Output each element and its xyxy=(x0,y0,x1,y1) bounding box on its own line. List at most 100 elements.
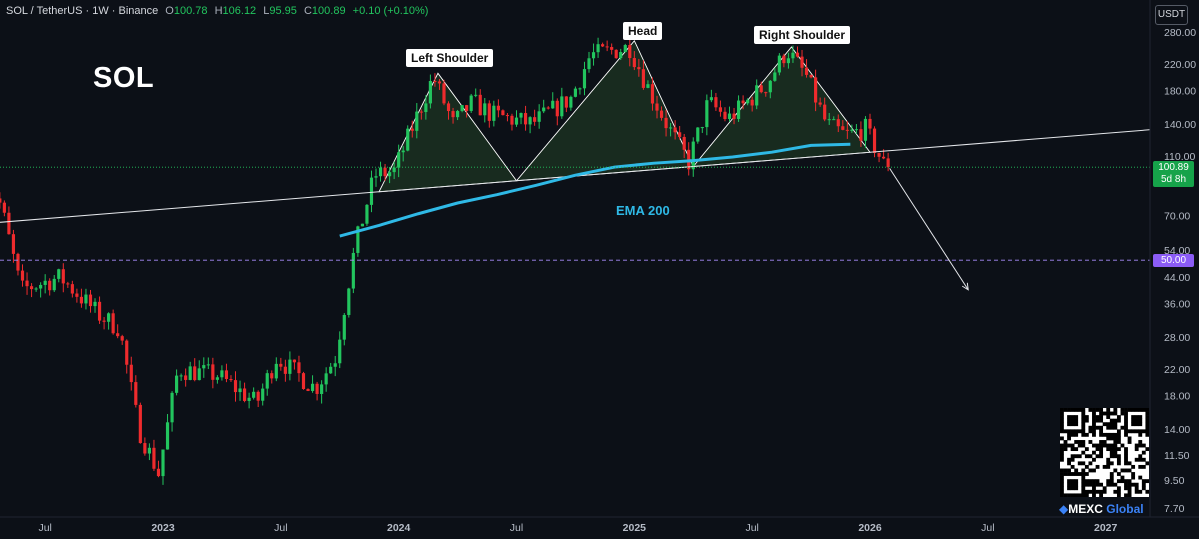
currency-unit-button[interactable]: USDT xyxy=(1155,5,1188,25)
qr-module xyxy=(1070,482,1075,487)
qr-module xyxy=(1074,493,1079,498)
qr-module xyxy=(1060,415,1064,419)
qr-module xyxy=(1131,418,1136,423)
qr-module xyxy=(1131,475,1136,480)
candle-body xyxy=(20,270,25,281)
qr-module xyxy=(1092,415,1096,419)
qr-module xyxy=(1081,482,1086,487)
candle-body xyxy=(211,364,215,380)
head-label: Head xyxy=(623,22,663,40)
qr-module xyxy=(1081,461,1086,466)
y-tick-label: 54.00 xyxy=(1164,245,1190,257)
qr-module xyxy=(1074,482,1079,487)
qr-module xyxy=(1099,454,1104,459)
candle-body xyxy=(88,294,93,307)
qr-module xyxy=(1092,411,1096,416)
qr-module xyxy=(1060,418,1064,423)
qr-module xyxy=(1124,408,1128,412)
qr-module xyxy=(1074,479,1079,484)
candle-body xyxy=(292,359,297,363)
qr-module xyxy=(1120,479,1125,484)
qr-module xyxy=(1092,429,1096,434)
qr-module xyxy=(1070,432,1075,437)
qr-module xyxy=(1081,489,1086,494)
qr-module xyxy=(1109,418,1114,423)
y-tick-label: 14.00 xyxy=(1164,424,1190,436)
candle-body xyxy=(755,85,759,106)
qr-module xyxy=(1095,464,1100,469)
candle-body xyxy=(655,103,659,111)
candle-body xyxy=(465,105,469,111)
qr-module xyxy=(1067,418,1071,423)
qr-module xyxy=(1081,418,1086,423)
qr-module xyxy=(1106,415,1111,419)
candle-body xyxy=(320,384,324,394)
qr-module xyxy=(1067,429,1071,434)
qr-module xyxy=(1060,447,1064,452)
candle-body xyxy=(560,96,564,117)
qr-module xyxy=(1084,454,1089,459)
candle-body xyxy=(510,115,514,125)
qr-module xyxy=(1120,425,1125,430)
candle-body xyxy=(202,365,206,369)
qr-module xyxy=(1134,457,1139,462)
qr-module xyxy=(1088,479,1093,484)
x-tick-label: Jul xyxy=(981,522,994,534)
y-tick-label: 22.00 xyxy=(1164,364,1190,376)
qr-module xyxy=(1145,429,1150,434)
candle-body xyxy=(161,449,165,477)
candle-body xyxy=(705,100,709,128)
candle-body xyxy=(97,301,102,321)
qr-module xyxy=(1124,468,1128,473)
qr-module xyxy=(1102,486,1107,491)
candle-body xyxy=(673,127,677,133)
candle-body xyxy=(297,362,301,374)
candle-body xyxy=(333,363,337,367)
qr-module xyxy=(1070,447,1075,452)
open-label: O xyxy=(165,5,174,17)
qr-module xyxy=(1074,440,1079,444)
qr-module xyxy=(1106,479,1111,484)
qr-module xyxy=(1063,408,1068,412)
change-value: +0.10 (+0.10%) xyxy=(352,5,429,17)
symbol-name[interactable]: SOL / TetherUS · 1W · Binance xyxy=(6,5,159,17)
qr-module xyxy=(1060,454,1064,459)
qr-module xyxy=(1070,443,1075,448)
qr-module xyxy=(1092,468,1096,473)
candle-body xyxy=(233,380,238,393)
candle-body xyxy=(242,388,247,402)
candle-body xyxy=(872,128,877,153)
candle-body xyxy=(147,447,151,454)
qr-module xyxy=(1088,454,1093,459)
candle-body xyxy=(57,269,61,279)
candle-body xyxy=(306,389,310,391)
qr-module xyxy=(1113,436,1118,441)
candle-body xyxy=(102,320,106,322)
qr-module xyxy=(1099,443,1104,448)
qr-module xyxy=(1141,479,1146,484)
candle-body xyxy=(678,132,682,137)
qr-module xyxy=(1127,429,1132,434)
qr-module xyxy=(1070,457,1075,462)
qr-module xyxy=(1095,489,1100,494)
candle-body xyxy=(605,46,609,48)
candle-body xyxy=(179,375,183,377)
candle-body xyxy=(637,67,641,70)
qr-module xyxy=(1063,443,1068,448)
qr-module xyxy=(1109,411,1114,416)
candle-body xyxy=(478,94,482,116)
qr-module xyxy=(1081,411,1086,416)
candle-body xyxy=(483,103,487,116)
candle-body xyxy=(614,49,618,59)
qr-module xyxy=(1109,482,1114,487)
candle-body xyxy=(632,58,636,68)
qr-module xyxy=(1113,432,1118,437)
candle-body xyxy=(369,177,374,205)
candle-body xyxy=(859,129,863,141)
candle-body xyxy=(841,126,845,130)
candle-body xyxy=(777,55,781,73)
qr-module xyxy=(1095,454,1100,459)
qr-module xyxy=(1131,408,1136,412)
candle-body xyxy=(283,366,287,374)
